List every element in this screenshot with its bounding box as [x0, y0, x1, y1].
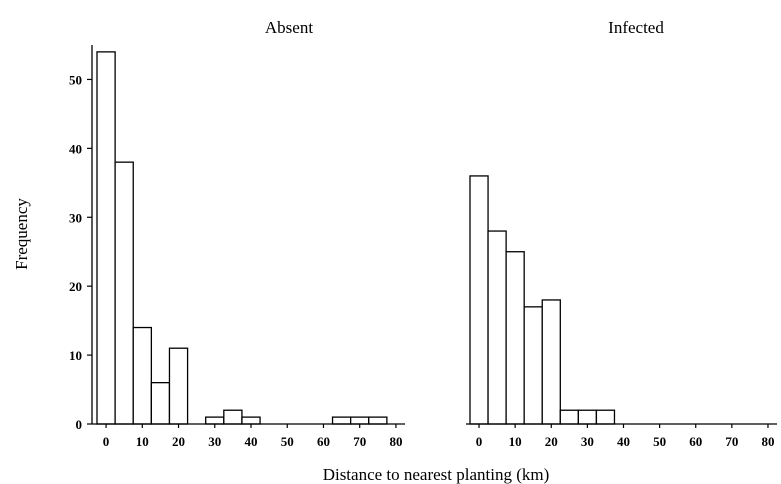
x-tick-label-infected-30: 30: [581, 434, 594, 449]
bar-absent-8: [241, 416, 261, 425]
x-tick-label-absent-10: 10: [136, 434, 149, 449]
y-tick-label-absent-0: 0: [76, 417, 83, 432]
bar-infected-3: [523, 306, 543, 425]
bar-absent-15: [368, 416, 388, 425]
bar-absent-4: [168, 347, 189, 425]
bar-infected-2: [505, 251, 525, 425]
bar-absent-14: [349, 416, 370, 425]
x-tick-label-infected-50: 50: [653, 434, 666, 449]
axes-absent: 0 10 20 30 40 50 60 70 80 0 10 20 30 40 50: [69, 45, 405, 449]
bars-infected: [469, 175, 616, 425]
axes-infected: 0 10 20 30 40 50 60 70 80: [466, 423, 777, 449]
bar-absent-13: [331, 416, 352, 425]
bar-absent-1: [114, 161, 134, 425]
y-tick-label-absent-10: 10: [69, 348, 82, 363]
panel-title-infected: Infected: [608, 18, 664, 37]
x-tick-label-infected-10: 10: [509, 434, 522, 449]
bar-infected-0: [469, 175, 489, 425]
y-tick-label-absent-40: 40: [69, 141, 82, 156]
bars-absent: [96, 51, 388, 425]
x-tick-label-absent-70: 70: [353, 434, 366, 449]
bar-infected-7: [595, 409, 616, 425]
panel-infected: Infected 0 10 20 30 40 50 60 70 80: [466, 18, 777, 449]
x-tick-label-absent-60: 60: [317, 434, 330, 449]
x-tick-label-absent-30: 30: [208, 434, 221, 449]
y-tick-label-absent-30: 30: [69, 210, 82, 225]
panel-absent: Absent 0 10 20 30 40 50 60 70 80 0 10 20 30 40 50: [69, 18, 405, 449]
bar-absent-2: [132, 326, 153, 425]
x-tick-label-absent-80: 80: [389, 434, 402, 449]
bar-absent-0: [96, 51, 116, 425]
x-tick-label-infected-40: 40: [617, 434, 630, 449]
y-tick-label-absent-50: 50: [69, 72, 82, 87]
bar-absent-7: [223, 409, 243, 425]
x-tick-label-infected-0: 0: [476, 434, 483, 449]
bar-absent-6: [205, 416, 225, 425]
x-tick-label-infected-60: 60: [689, 434, 702, 449]
x-axis-label: Distance to nearest planting (km): [323, 465, 550, 484]
x-tick-label-absent-20: 20: [172, 434, 185, 449]
y-tick-label-absent-20: 20: [69, 279, 82, 294]
bar-absent-3: [150, 381, 171, 425]
x-tick-label-absent-40: 40: [245, 434, 258, 449]
x-tick-label-infected-20: 20: [545, 434, 558, 449]
x-tick-label-infected-80: 80: [761, 434, 774, 449]
x-tick-label-absent-50: 50: [281, 434, 294, 449]
x-tick-label-absent-0: 0: [103, 434, 110, 449]
bar-infected-6: [577, 409, 598, 425]
bar-infected-1: [487, 230, 507, 425]
bar-infected-5: [559, 409, 579, 425]
panel-title-absent: Absent: [265, 18, 313, 37]
x-tick-label-infected-70: 70: [725, 434, 738, 449]
bar-infected-4: [541, 299, 561, 425]
y-axis-label: Frequency: [12, 198, 31, 270]
